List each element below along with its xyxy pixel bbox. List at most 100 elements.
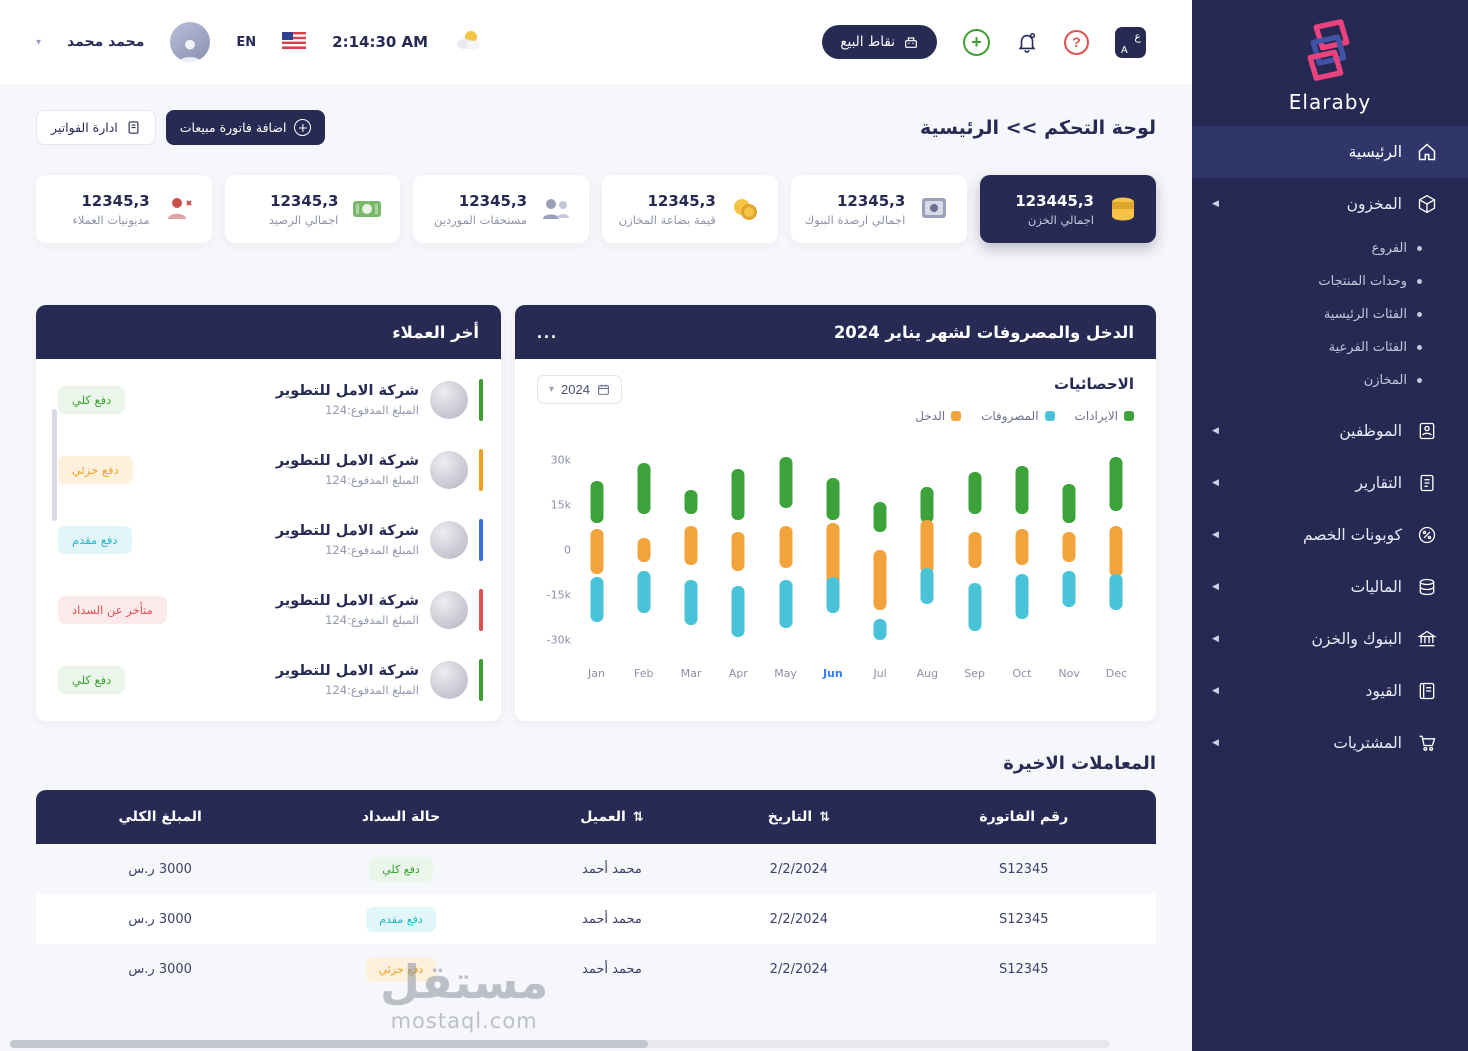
stat-card-total-balance[interactable]: 12345,3 اجمالي الرصيد: [224, 175, 401, 243]
submenu-item-sub-categories[interactable]: الفئات الفرعية: [1192, 331, 1422, 364]
chevron-down-icon[interactable]: ▾: [36, 36, 42, 48]
breadcrumb-separator: >>: [1005, 116, 1038, 139]
chart-bar: [731, 532, 745, 571]
notification-bell-icon[interactable]: [1016, 31, 1038, 53]
language-switch-icon[interactable]: ع A: [1115, 26, 1146, 58]
sidebar-item-home[interactable]: الرئيسية: [1192, 126, 1468, 178]
chevron-icon[interactable]: ◀: [1212, 530, 1219, 540]
customer-name: شركة الامل للتطوير: [275, 383, 419, 399]
submenu-item-warehouses[interactable]: المخازن: [1192, 364, 1422, 397]
chevron-icon[interactable]: ◀: [1212, 686, 1219, 696]
sort-icon[interactable]: ⇅: [632, 810, 644, 825]
breadcrumb-section[interactable]: لوحة التحكم: [1044, 116, 1156, 139]
customer-list-item[interactable]: شركة الامل للتطوير المبلغ المدفوع:124 مت…: [36, 575, 501, 645]
customer-list-item[interactable]: شركة الامل للتطوير المبلغ المدفوع:124 دف…: [36, 505, 501, 575]
table-row[interactable]: S12345 2/2/2024 محمد أحمد دفع جزئي 3000 …: [36, 944, 1156, 994]
stat-card-bank-balances[interactable]: 12345,3 اجمالي ارصدة البنوك: [790, 175, 968, 243]
chart-column-nov: Nov: [1058, 445, 1080, 680]
chart-bar: [1109, 574, 1123, 610]
cell-invoice: S12345: [891, 844, 1156, 894]
stat-card-customer-debts[interactable]: 12345,3 مديونيات العملاء: [35, 175, 212, 243]
sidebar-item-label: الرئيسية: [1348, 143, 1402, 161]
language-label[interactable]: EN: [236, 34, 257, 50]
sidebar-item-banks[interactable]: البنوك والخزن ◀: [1192, 613, 1468, 665]
user-name[interactable]: محمد محمد: [67, 34, 145, 50]
customers-scrollbar[interactable]: [52, 409, 57, 521]
page-actions: + اضافة فاتورة مبيعات ادارة الفواتير: [36, 110, 326, 145]
page-content: لوحة التحكم >> الرئيسية + اضافة فاتورة م…: [0, 84, 1192, 1051]
sidebar-item-employees[interactable]: الموظفين ◀: [1192, 405, 1468, 457]
quick-add-icon[interactable]: +: [963, 28, 990, 56]
stat-card-warehouse-goods-value[interactable]: 12345,3 قيمة بضاعة المخازن: [602, 175, 778, 243]
customer-avatar: [430, 381, 468, 419]
stat-card-supplier-dues[interactable]: 12345,3 مستحقات الموردين: [413, 175, 590, 243]
chart-menu-button[interactable]: ...: [537, 321, 559, 342]
year-selector[interactable]: 2024 ▾: [537, 375, 622, 404]
y-axis-tick: -15k: [546, 588, 571, 602]
sidebar-item-coupons[interactable]: كوبونات الخصم ◀: [1192, 509, 1468, 561]
box-icon: [1416, 193, 1438, 215]
col-total-amount: المبلغ الكلي: [36, 790, 285, 844]
table-row[interactable]: S12345 2/2/2024 محمد أحمد دفع مقدم 3000 …: [36, 894, 1156, 944]
y-axis-tick: 0: [564, 543, 571, 557]
chevron-icon[interactable]: ◀: [1212, 634, 1219, 644]
customer-paid-amount: المبلغ المدفوع:124: [325, 473, 419, 487]
chart-bar: [637, 538, 651, 562]
coins-stack-icon: [1104, 190, 1142, 228]
chart-month-label: Oct: [1012, 667, 1032, 680]
sidebar-item-reports[interactable]: التقارير ◀: [1192, 457, 1468, 509]
payment-status-badge: متأخر عن السداد: [58, 596, 167, 624]
middle-row: الدخل والمصروفات لشهر يناير 2024 ... الا…: [36, 305, 1156, 721]
submenu-label: وحدات المنتجات: [1318, 274, 1407, 289]
chevron-icon[interactable]: ◀: [1212, 426, 1219, 436]
cell-status: دفع جزئي: [284, 944, 518, 994]
customer-list-item[interactable]: شركة الامل للتطوير المبلغ المدفوع:124 دف…: [36, 365, 501, 435]
chart-column-may: May: [774, 445, 797, 680]
horizontal-scrollbar-thumb[interactable]: [10, 1040, 648, 1048]
chart-bar: [731, 586, 745, 637]
sidebar: Elaraby الرئيسية المخزون ◀ الفروع: [1192, 0, 1468, 1051]
sidebar-item-inventory[interactable]: المخزون ◀: [1192, 178, 1468, 230]
legend-item-revenues: الايرادات: [1075, 409, 1134, 423]
submenu-item-branches[interactable]: الفروع: [1192, 232, 1422, 265]
customer-list-item[interactable]: شركة الامل للتطوير المبلغ المدفوع:124 دف…: [36, 435, 501, 505]
pos-button[interactable]: نقاط البيع: [822, 25, 937, 59]
chart-bar: [1109, 526, 1123, 577]
customer-list-item[interactable]: شركة الامل للتطوير المبلغ المدفوع:124 دف…: [36, 645, 501, 715]
sort-icon[interactable]: ⇅: [819, 810, 830, 825]
submenu-item-main-categories[interactable]: الفئات الرئيسية: [1192, 298, 1422, 331]
add-sales-invoice-button[interactable]: + اضافة فاتورة مبيعات: [165, 110, 326, 145]
stat-label: مستحقات الموردين: [434, 212, 528, 227]
sidebar-item-purchases[interactable]: المشتريات ◀: [1192, 717, 1468, 769]
chart-bar: [920, 487, 934, 523]
payment-status-badge: دفع كلي: [369, 856, 433, 882]
help-icon[interactable]: ?: [1064, 29, 1089, 55]
manage-invoices-button[interactable]: ادارة الفواتير: [36, 110, 156, 145]
report-icon: [1416, 472, 1438, 494]
chart-column-jan: Jan: [588, 445, 605, 680]
chart-bar: [637, 463, 651, 514]
sidebar-item-finance[interactable]: الماليات ◀: [1192, 561, 1468, 613]
debtor-icon: [160, 190, 198, 228]
cell-amount: 3000 ر.س: [36, 844, 285, 894]
submenu-item-product-units[interactable]: وحدات المنتجات: [1192, 265, 1422, 298]
chart-bar: [968, 583, 982, 631]
chevron-icon[interactable]: ◀: [1212, 199, 1219, 209]
chevron-icon[interactable]: ◀: [1212, 738, 1219, 748]
stat-card-total-safes[interactable]: 123445,3 اجمالي الخزن: [980, 175, 1156, 243]
chart-bar: [968, 532, 982, 568]
user-avatar[interactable]: [170, 22, 211, 62]
submenu-label: الفئات الفرعية: [1328, 340, 1407, 355]
plus-icon: +: [294, 119, 312, 136]
cell-customer: محمد أحمد: [517, 944, 707, 994]
horizontal-scrollbar[interactable]: [10, 1040, 1110, 1048]
stat-value: 12345,3: [647, 191, 716, 210]
table-row[interactable]: S12345 2/2/2024 محمد أحمد دفع كلي 3000 ر…: [36, 844, 1156, 894]
sidebar-item-entries[interactable]: القيود ◀: [1192, 665, 1468, 717]
sidebar-item-label: البنوك والخزن: [1311, 630, 1402, 648]
chart-column-apr: Apr: [729, 445, 748, 680]
brand-name: Elaraby: [1288, 90, 1372, 114]
cell-date: 2/2/2024: [706, 944, 892, 994]
chevron-icon[interactable]: ◀: [1212, 582, 1219, 592]
chevron-icon[interactable]: ◀: [1212, 478, 1219, 488]
